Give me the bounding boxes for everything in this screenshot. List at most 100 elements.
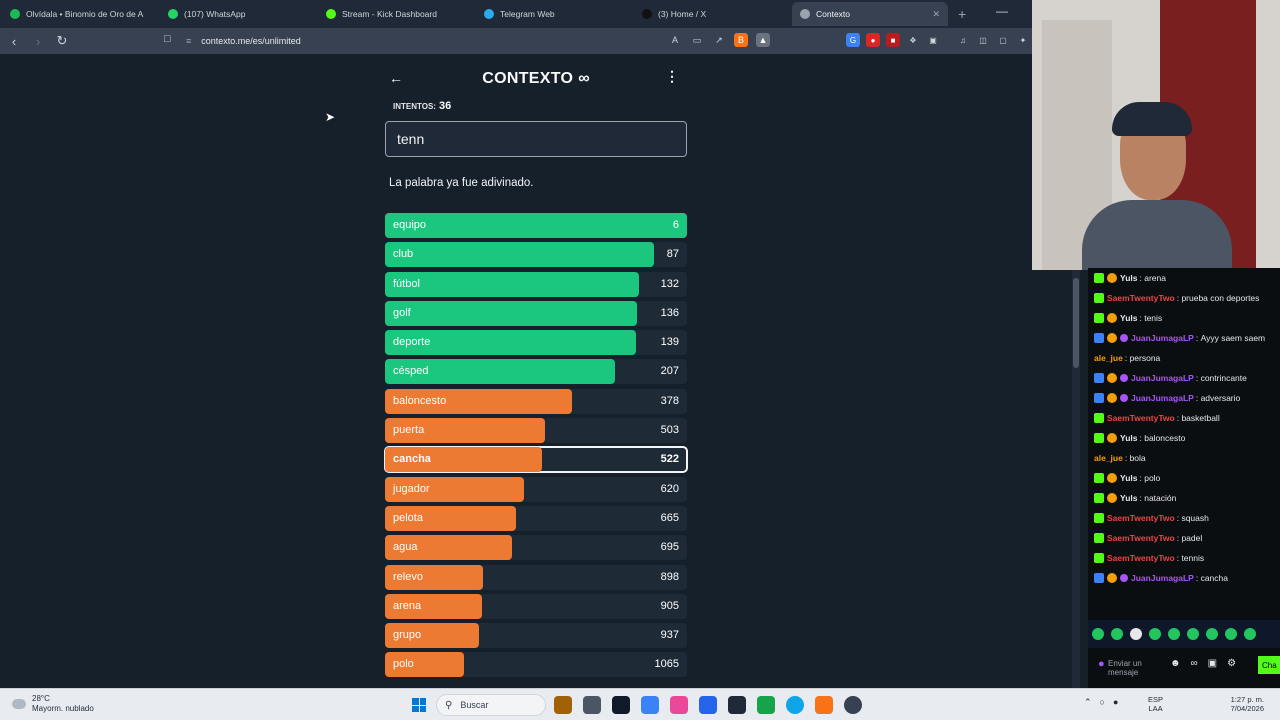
guess-row: golf 136	[385, 300, 687, 326]
obs-icon[interactable]	[844, 696, 862, 714]
page-scrollbar[interactable]	[1072, 270, 1080, 688]
file-explorer-icon[interactable]	[583, 696, 601, 714]
tray-mic-icon[interactable]: ●	[1112, 697, 1119, 707]
guess-word: golf	[393, 306, 411, 319]
chat-separator: :	[1195, 393, 1201, 403]
wallet-icon[interactable]: ▢	[999, 35, 1007, 45]
language-indicator[interactable]: ESP LAA	[1148, 695, 1163, 713]
tray-wifi-icon[interactable]: ○	[1099, 697, 1105, 707]
emote-icon[interactable]	[1149, 628, 1161, 640]
browser-tab[interactable]: Telegram Web	[476, 2, 632, 26]
weather-widget[interactable]: 28°C Mayorm. nublado	[12, 694, 94, 714]
chat-username[interactable]: ale_jue	[1094, 453, 1123, 463]
guess-rank: 665	[660, 511, 679, 524]
store-icon[interactable]: ▣	[1207, 658, 1218, 669]
chat-username[interactable]: Yuls	[1120, 273, 1138, 283]
tray-chevron-up-icon[interactable]: ⌃	[1084, 697, 1092, 707]
start-windows-icon[interactable]	[412, 698, 426, 712]
app-icon[interactable]	[757, 696, 775, 714]
back-arrow-icon[interactable]: ‹	[11, 33, 17, 49]
extension-red-icon[interactable]: ●	[866, 33, 880, 47]
extensions-puzzle-icon[interactable]: ❖	[909, 35, 917, 45]
screenshot-icon[interactable]: ▣	[929, 35, 937, 45]
chat-username[interactable]: JuanJumagaLP	[1131, 333, 1194, 343]
brave-browser-icon[interactable]	[815, 696, 833, 714]
taskbar-search[interactable]: ⚲ Buscar	[436, 694, 546, 716]
media-icon[interactable]: ♫	[960, 35, 966, 45]
chat-username[interactable]: SaemTwentyTwo	[1107, 413, 1175, 423]
sidebar-icon[interactable]: ◫	[979, 35, 987, 45]
guess-input[interactable]	[385, 121, 687, 157]
infinity-icon[interactable]: ∞	[1190, 658, 1198, 669]
settings-gear-icon[interactable]: ⚙	[1227, 658, 1237, 669]
leo-ai-icon[interactable]: ✦	[1019, 35, 1027, 45]
scrollbar-thumb[interactable]	[1073, 278, 1079, 368]
chat-username[interactable]: Yuls	[1120, 473, 1138, 483]
chat-separator: :	[1176, 293, 1182, 303]
browser-tab[interactable]: Stream - Kick Dashboard	[318, 2, 474, 26]
chat-username[interactable]: Yuls	[1120, 433, 1138, 443]
bookmark-icon[interactable]: □	[164, 33, 171, 45]
close-tab-icon[interactable]: ✕	[932, 8, 940, 19]
subscriber-badge-icon	[1107, 573, 1117, 583]
browser-tab[interactable]: Olvídala • Binomio de Oro de A	[2, 2, 158, 26]
terminal-icon[interactable]	[612, 696, 630, 714]
chat-username[interactable]: JuanJumagaLP	[1131, 373, 1194, 383]
chat-username[interactable]: SaemTwentyTwo	[1107, 533, 1175, 543]
chat-username[interactable]: SaemTwentyTwo	[1107, 513, 1175, 523]
similarity-bar	[385, 652, 464, 678]
translate-icon[interactable]: A	[671, 35, 678, 45]
store-app-icon[interactable]	[699, 696, 717, 714]
chat-username[interactable]: SaemTwentyTwo	[1107, 293, 1175, 303]
extension-translate-icon[interactable]: G	[846, 33, 860, 47]
share-icon[interactable]: ↗	[715, 34, 723, 45]
clock[interactable]: 1:27 p. m. 7/04/2026	[1212, 695, 1264, 713]
moderator-badge-icon	[1094, 553, 1104, 563]
brave-rewards-icon[interactable]: ▲	[756, 33, 770, 47]
minimize-window-icon[interactable]: —	[996, 4, 1008, 18]
emote-icon[interactable]	[1206, 628, 1218, 640]
emote-icon[interactable]	[1168, 628, 1180, 640]
emote-icon[interactable]	[1225, 628, 1237, 640]
tab-title: Telegram Web	[500, 9, 555, 19]
subscriber-badge-icon	[1107, 433, 1117, 443]
terminal-app-icon[interactable]	[728, 696, 746, 714]
emote-icon[interactable]	[1187, 628, 1199, 640]
emote-icon[interactable]	[1130, 628, 1142, 640]
chat-username[interactable]: ale_jue	[1094, 353, 1123, 363]
chat-username[interactable]: Yuls	[1120, 493, 1138, 503]
chat-text: squash	[1181, 513, 1209, 523]
browser-tab[interactable]: (107) WhatsApp	[160, 2, 316, 26]
copilot-icon[interactable]	[670, 696, 688, 714]
cast-icon[interactable]: ▭	[692, 34, 702, 45]
turtle-app-icon[interactable]	[554, 696, 572, 714]
guess-rank: 898	[660, 570, 679, 583]
emote-icon[interactable]	[1092, 628, 1104, 640]
chat-username[interactable]: SaemTwentyTwo	[1107, 553, 1175, 563]
chat-username[interactable]: Yuls	[1120, 313, 1138, 323]
back-arrow-icon[interactable]: ←	[389, 70, 403, 86]
microphone-icon[interactable]: ●	[1098, 658, 1105, 670]
emote-icon[interactable]	[1244, 628, 1256, 640]
edge-icon[interactable]	[786, 696, 804, 714]
chat-username[interactable]: JuanJumagaLP	[1131, 393, 1194, 403]
address-bar-actions: A ▭ ↗ B ▲	[668, 33, 770, 47]
url-field[interactable]: ≡ contexto.me/es/unlimited	[186, 31, 786, 51]
browser-tab[interactable]: (3) Home / X	[634, 2, 790, 26]
forward-arrow-icon[interactable]: ›	[35, 33, 41, 49]
emote-icon[interactable]	[1111, 628, 1123, 640]
chat-input[interactable]: Enviar un mensaje	[1108, 659, 1142, 677]
emoji-icon[interactable]: ☻	[1170, 658, 1181, 669]
brave-shield-icon[interactable]: B	[734, 33, 748, 47]
language-bottom: LAA	[1148, 704, 1163, 713]
chat-username[interactable]: JuanJumagaLP	[1131, 573, 1194, 583]
browser-tab[interactable]: Contexto ✕	[792, 2, 948, 26]
chat-send-button[interactable]: Cha	[1258, 656, 1280, 674]
more-options-icon[interactable]: ⋮	[665, 68, 679, 84]
snipping-tool-icon[interactable]	[641, 696, 659, 714]
extension-game-icon[interactable]: ■	[886, 33, 900, 47]
reload-icon[interactable]: ↻	[56, 33, 68, 48]
guess-rank: 1065	[654, 658, 679, 671]
new-tab-button[interactable]: +	[958, 6, 967, 22]
site-settings-icon[interactable]: ≡	[186, 36, 192, 46]
